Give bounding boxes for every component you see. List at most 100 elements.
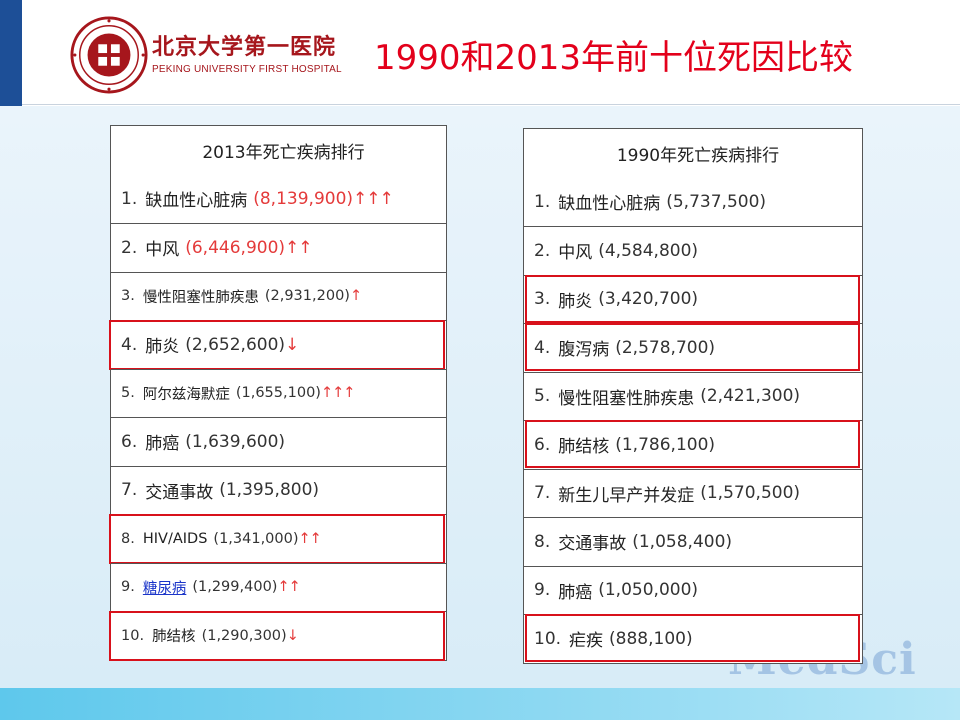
table-row: 9. 糖尿病 (1,299,400) ↑↑ xyxy=(111,562,446,612)
table-row: 6. 肺癌 (1,639,600) xyxy=(111,417,446,466)
table-row: 1. 缺血性心脏病 (5,737,500) xyxy=(524,178,862,227)
death-count: (6,446,900) xyxy=(185,237,286,258)
death-count: (1,290,300) xyxy=(201,627,287,644)
table-title-2013: 2013年死亡疾病排行 xyxy=(202,142,365,163)
rank-number: 5. xyxy=(534,386,551,407)
page-title: 1990和2013年前十位死因比较 xyxy=(374,38,854,78)
death-count: (2,931,200) xyxy=(264,288,350,305)
death-count: (5,737,500) xyxy=(666,191,767,212)
table-row: 5. 慢性阻塞性肺疾患 (2,421,300) xyxy=(524,371,862,421)
table-row: 4. 腹泻病 (2,578,700) xyxy=(524,323,862,372)
disease-name: 缺血性心脏病 xyxy=(558,194,661,215)
trend-arrow-icon: ↑↑↑ xyxy=(353,188,394,209)
table-row: 7. 新生儿早产并发症 (1,570,500) xyxy=(524,468,862,518)
disease-name: 肺结核 xyxy=(558,437,610,458)
table-row: 1. 缺血性心脏病 (8,139,900) ↑↑↑ xyxy=(111,175,446,224)
table-row: 3. 慢性阻塞性肺疾患 (2,931,200) ↑ xyxy=(111,271,446,321)
death-count: (8,139,900) xyxy=(253,188,354,209)
left-accent-strip xyxy=(0,0,22,106)
disease-name: 中风 xyxy=(145,240,180,261)
death-count: (1,639,600) xyxy=(185,431,286,452)
death-count: (2,421,300) xyxy=(700,386,801,407)
rank-number: 7. xyxy=(121,480,138,501)
rank-number: 1. xyxy=(121,188,138,209)
rank-number: 3. xyxy=(534,289,551,310)
disease-name: 交通事故 xyxy=(145,482,214,503)
rank-number: 9. xyxy=(534,580,551,601)
table-row: 10. 肺结核 (1,290,300) ↓ xyxy=(109,611,446,661)
disease-name: 肺癌 xyxy=(145,434,180,455)
rank-number: 5. xyxy=(121,385,135,402)
rank-number: 6. xyxy=(121,431,138,452)
death-count: (1,341,000) xyxy=(213,530,299,547)
table-row: 8. HIV/AIDS (1,341,000) ↑↑ xyxy=(109,514,446,564)
death-count: (1,786,100) xyxy=(615,434,716,455)
disease-name: 中风 xyxy=(558,243,593,264)
table-title-1990: 1990年死亡疾病排行 xyxy=(616,145,780,166)
rank-number: 2. xyxy=(534,240,551,261)
death-count: (1,570,500) xyxy=(700,483,801,504)
rank-number: 7. xyxy=(534,483,551,504)
ranking-table-1990: 1990年死亡疾病排行 1. 缺血性心脏病 (5,737,500) 2. 中风 (4,58… xyxy=(523,128,863,664)
disease-name: 慢性阻塞性肺疾患 xyxy=(142,289,259,306)
trend-arrow-icon: ↑↑ xyxy=(277,579,300,596)
trend-arrow-icon: ↑↑ xyxy=(298,530,322,547)
death-count: (3,420,700) xyxy=(598,289,699,310)
rank-number: 10. xyxy=(534,628,562,649)
rank-number: 3. xyxy=(121,288,135,305)
disease-name: 疟疾 xyxy=(569,631,604,652)
rank-number: 9. xyxy=(121,579,135,596)
trend-arrow-icon: ↓ xyxy=(285,334,299,355)
rank-number: 8. xyxy=(534,531,551,552)
death-count: (2,652,600) xyxy=(185,334,286,355)
bottom-accent-bar xyxy=(0,688,960,720)
table-row: 4. 肺炎 (2,652,600) ↓ xyxy=(109,320,446,370)
disease-name: 肺结核 xyxy=(152,629,196,646)
logo-english-name: PEKING UNIVERSITY FIRST HOSPITAL xyxy=(152,64,342,75)
disease-name: 缺血性心脏病 xyxy=(145,191,248,212)
rank-number: 10. xyxy=(121,627,145,644)
disease-name-link[interactable]: 糖尿病 xyxy=(142,580,187,597)
logo-chinese-name: 北京大学第一医院 xyxy=(152,34,337,60)
university-seal-icon xyxy=(70,16,148,94)
disease-name: 交通事故 xyxy=(558,534,627,555)
rank-number: 4. xyxy=(121,334,138,355)
disease-name: HIV/AIDS xyxy=(142,530,208,547)
table-row: 2. 中风 (4,584,800) xyxy=(524,226,862,275)
table-row: 10. 疟疾 (888,100) xyxy=(524,614,862,663)
table-row: 3. 肺炎 (3,420,700) xyxy=(524,274,862,324)
disease-name: 阿尔兹海默症 xyxy=(142,386,230,403)
death-count: (1,058,400) xyxy=(632,531,733,552)
death-count: (1,395,800) xyxy=(219,480,320,501)
death-count: (1,299,400) xyxy=(192,579,278,596)
table-row: 2. 中风 (6,446,900) ↑↑ xyxy=(111,223,446,272)
trend-arrow-icon: ↑↑ xyxy=(285,237,312,258)
table-row: 7. 交通事故 (1,395,800) xyxy=(111,465,446,515)
rank-number: 2. xyxy=(121,237,138,258)
table-row: 5. 阿尔兹海默症 (1,655,100) ↑↑↑ xyxy=(111,368,446,418)
table-row: 8. 交通事故 (1,058,400) xyxy=(524,517,862,566)
slide-header: 北京大学第一医院 PEKING UNIVERSITY FIRST HOSPITA… xyxy=(22,0,960,105)
rank-number: 4. xyxy=(534,337,551,358)
disease-name: 肺炎 xyxy=(145,337,180,358)
table-row: 9. 肺癌 (1,050,000) xyxy=(524,565,862,615)
disease-name: 慢性阻塞性肺疾患 xyxy=(558,388,695,409)
disease-name: 肺炎 xyxy=(558,291,593,312)
death-count: (2,578,700) xyxy=(615,337,716,358)
rank-number: 1. xyxy=(534,191,551,212)
death-count: (1,050,000) xyxy=(598,580,699,601)
hospital-logo: 北京大学第一医院 PEKING UNIVERSITY FIRST HOSPITA… xyxy=(152,34,342,76)
rank-number: 8. xyxy=(121,530,135,547)
rank-number: 6. xyxy=(534,434,551,455)
trend-arrow-icon: ↑ xyxy=(349,288,362,305)
death-count: (888,100) xyxy=(609,628,693,649)
death-count: (1,655,100) xyxy=(235,385,321,402)
table-row: 6. 肺结核 (1,786,100) xyxy=(524,420,862,469)
ranking-table-2013: 2013年死亡疾病排行 1. 缺血性心脏病 (8,139,900) ↑↑↑ 2. 中风 (6… xyxy=(109,125,447,661)
trend-arrow-icon: ↓ xyxy=(286,627,299,644)
trend-arrow-icon: ↑↑↑ xyxy=(320,385,355,402)
disease-name: 肺癌 xyxy=(558,582,593,603)
death-count: (4,584,800) xyxy=(598,240,699,261)
disease-name: 腹泻病 xyxy=(558,340,610,361)
disease-name: 新生儿早产并发症 xyxy=(558,485,695,506)
